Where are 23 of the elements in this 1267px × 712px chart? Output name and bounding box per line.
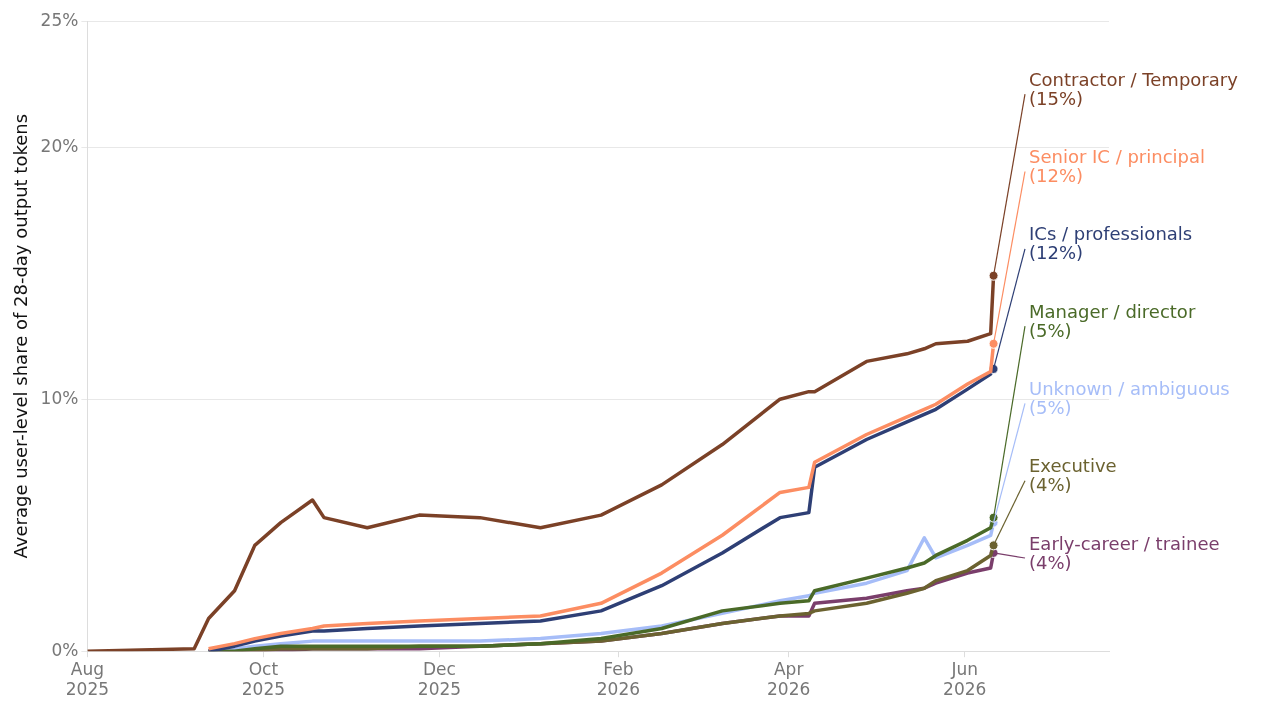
text: ICs / professionals [1029,223,1193,245]
x-tick-label: Dec 2025 [417,658,462,700]
annotation: (12%) [1029,165,1084,187]
y-tick-label: 0% [51,639,79,660]
x-tick-label: Jun 2026 [943,658,987,700]
text: Unknown / ambiguous [1029,378,1230,400]
text: Executive [1029,455,1117,477]
y-tick-label: 25% [40,9,79,30]
legend-label: Early-career / trainee [1029,532,1220,554]
annotation: (5%) [1029,397,1072,419]
y-tick-label: 20% [40,135,79,156]
annotation: (15%) [1029,87,1084,109]
text: Senior IC / principal [1029,146,1206,168]
x-tick-label: Oct 2025 [241,658,286,700]
x-tick-label: Feb 2026 [596,658,641,700]
annotation: (4%) [1029,474,1072,496]
x-tick-label: Apr 2026 [767,658,811,700]
text: Manager / director [1029,300,1196,322]
annotation: (5%) [1029,319,1072,341]
text: Contractor / Temporary [1029,68,1239,90]
y-tick-label: 10% [40,387,79,408]
x-tick-label: Aug 2025 [65,658,110,700]
y-axis-title: Average user-level share of 28-day output tokens [10,113,32,559]
